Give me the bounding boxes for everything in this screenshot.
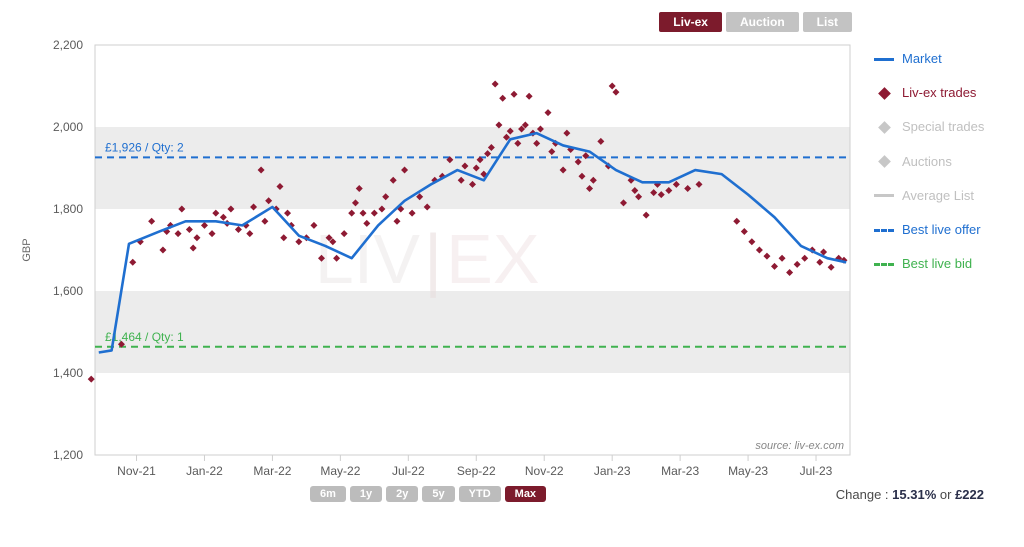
y-axis-title: GBP (21, 238, 33, 261)
legend-label-offer: Best live offer (902, 221, 981, 239)
legend-swatch-special (874, 123, 894, 132)
legend-label-auctions: Auctions (902, 153, 952, 171)
legend-label-avglist: Average List (902, 187, 974, 205)
legend-item-bid[interactable]: Best live bid (874, 255, 1014, 273)
ytick-1600: 1,600 (53, 284, 83, 298)
legend-swatch-avglist (874, 194, 894, 197)
legend-item-trades[interactable]: Liv-ex trades (874, 84, 1014, 102)
xtick-Jul-22: Jul-22 (392, 464, 425, 478)
legend-label-trades: Liv-ex trades (902, 84, 976, 102)
ytick-1200: 1,200 (53, 448, 83, 462)
xtick-Sep-22: Sep-22 (457, 464, 496, 478)
change-sep: or (940, 487, 952, 502)
legend-item-auctions[interactable]: Auctions (874, 153, 1014, 171)
change-abs: £222 (955, 487, 984, 502)
xtick-Jul-23: Jul-23 (800, 464, 833, 478)
legend-label-market: Market (902, 50, 942, 68)
xtick-Mar-23: Mar-23 (661, 464, 699, 478)
range-ytd[interactable]: YTD (459, 486, 501, 502)
xtick-Nov-21: Nov-21 (117, 464, 156, 478)
change-prefix: Change : (836, 487, 889, 502)
xtick-Jan-22: Jan-22 (186, 464, 223, 478)
tab-auction[interactable]: Auction (726, 12, 799, 32)
source-label: source: liv-ex.com (755, 440, 844, 452)
legend-swatch-auctions (874, 157, 894, 166)
legend-item-offer[interactable]: Best live offer (874, 221, 1014, 239)
xtick-May-23: May-23 (728, 464, 768, 478)
tab-liv-ex[interactable]: Liv-ex (659, 12, 722, 32)
chart-container: Liv-exAuctionList LIV|EX 1,200 1,400 1,600 1… (10, 10, 1014, 502)
xtick-Mar-22: Mar-22 (253, 464, 291, 478)
legend: Market Liv-ex trades Special trades Auction… (860, 10, 1014, 480)
ytick-2000: 2,000 (53, 120, 83, 134)
price-chart: LIV|EX 1,200 1,400 1,600 1,800 2,000 2,200 GBP N… (10, 10, 860, 480)
change-summary: Change : 15.31% or £222 (836, 487, 984, 502)
time-range-buttons: 6m1y2y5y YTDMax (310, 486, 546, 502)
chart-area: Liv-exAuctionList LIV|EX 1,200 1,400 1,600 1… (10, 10, 860, 480)
legend-item-special[interactable]: Special trades (874, 118, 1014, 136)
ref-label-offer: £1,926 / Qty: 2 (105, 140, 184, 154)
top-row: Liv-exAuctionList LIV|EX 1,200 1,400 1,600 1… (10, 10, 1014, 480)
legend-swatch-market (874, 58, 894, 61)
range-5y[interactable]: 5y (422, 486, 454, 502)
ytick-2200: 2,200 (53, 38, 83, 52)
tab-list[interactable]: List (803, 12, 852, 32)
watermark: LIV|EX (315, 220, 540, 298)
range-2y[interactable]: 2y (386, 486, 418, 502)
legend-swatch-trades (874, 89, 894, 98)
range-1y[interactable]: 1y (350, 486, 382, 502)
xtick-Nov-22: Nov-22 (525, 464, 564, 478)
range-6m[interactable]: 6m (310, 486, 346, 502)
ytick-1400: 1,400 (53, 366, 83, 380)
legend-swatch-bid (874, 263, 894, 266)
legend-label-special: Special trades (902, 118, 984, 136)
xtick-Jan-23: Jan-23 (594, 464, 631, 478)
legend-item-avglist[interactable]: Average List (874, 187, 1014, 205)
band-0 (95, 291, 850, 373)
footer: 6m1y2y5y YTDMax Change : 15.31% or £222 (10, 486, 1014, 502)
ref-label-bid: £1,464 / Qty: 1 (105, 330, 184, 344)
band-1 (95, 127, 850, 209)
legend-label-bid: Best live bid (902, 255, 972, 273)
xtick-May-22: May-22 (320, 464, 360, 478)
ytick-1800: 1,800 (53, 202, 83, 216)
legend-item-market[interactable]: Market (874, 50, 1014, 68)
legend-swatch-offer (874, 229, 894, 232)
data-source-tabs: Liv-exAuctionList (659, 12, 852, 32)
range-max[interactable]: Max (505, 486, 546, 502)
change-pct: 15.31% (892, 487, 936, 502)
